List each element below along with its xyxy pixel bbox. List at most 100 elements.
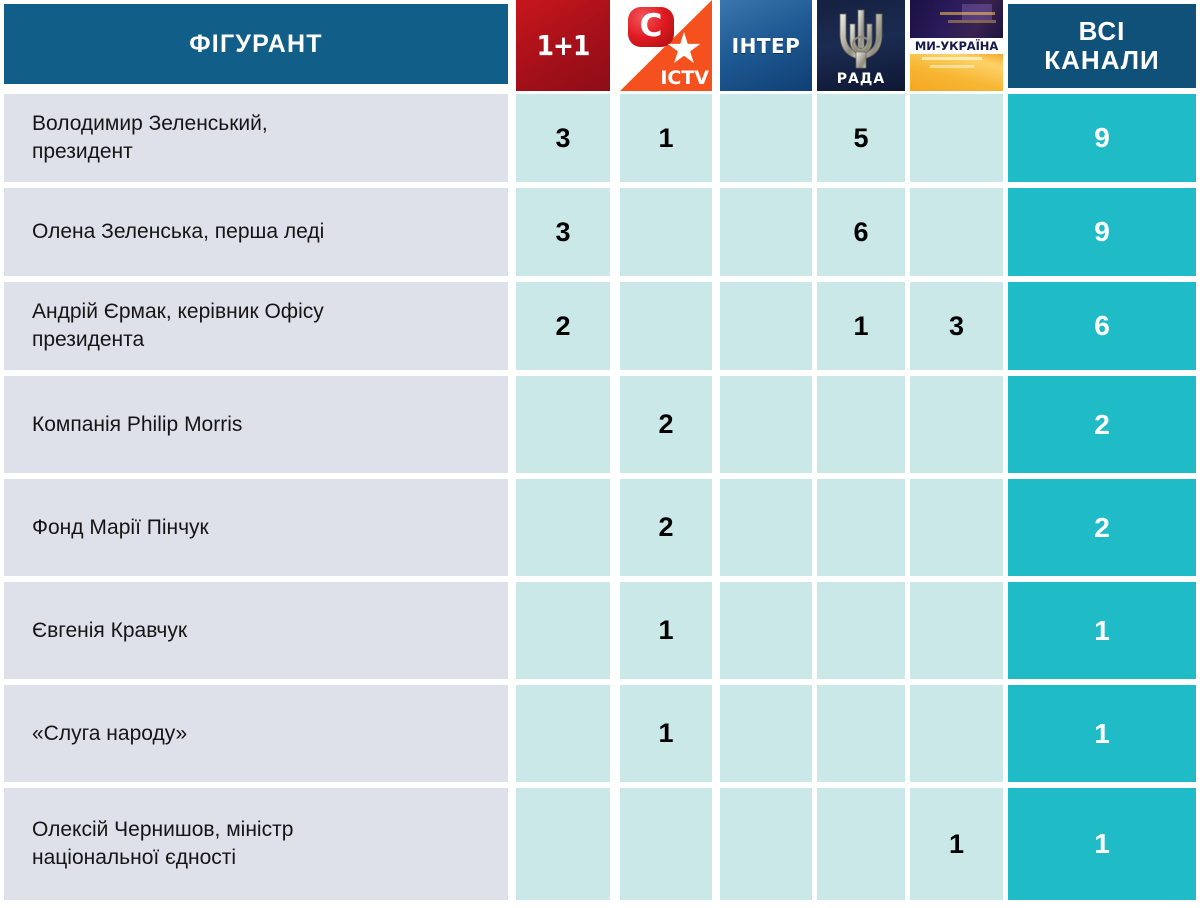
cell-value: 1: [1094, 828, 1110, 859]
logo-1plus1-text: 1+1: [536, 29, 591, 62]
table-row: Компанія Philip Morris 2 2: [0, 376, 1200, 473]
cell-value: 1: [853, 310, 869, 341]
cell-rada: [817, 685, 905, 782]
row-label-cell: Андрій Єрмак, керівник Офісу президента: [4, 282, 508, 370]
row-label-line: Олена Зеленська, перша леді: [32, 220, 325, 244]
cell-value: 3: [948, 310, 965, 341]
row-label-line: Андрій Єрмак, керівник Офісу: [32, 300, 324, 324]
cell-ictv: [620, 188, 712, 276]
cell-total: 2: [1008, 376, 1196, 473]
cell-ictv: [620, 282, 712, 370]
cell-inter: [720, 282, 812, 370]
row-label-cell: Компанія Philip Morris: [4, 376, 508, 473]
cell-inter: [720, 582, 812, 679]
row-label-line: Євгенія Кравчук: [32, 618, 188, 642]
cell-value: 9: [1094, 216, 1110, 247]
table-row: Олексій Чернишов, міністр національної є…: [0, 788, 1200, 900]
cell-rada: [817, 582, 905, 679]
cell-value: 1: [658, 615, 674, 645]
header-all-channels-line2: КАНАЛИ: [1044, 45, 1160, 75]
ictv-red-c-mark: C: [628, 7, 674, 47]
cell-value: 5: [853, 122, 869, 153]
cell-inter: [720, 479, 812, 576]
row-label-cell: Олексій Чернишов, міністр національної є…: [4, 788, 508, 900]
channel-logo-inter: ІНТЕР: [720, 0, 812, 91]
cell-value: 3: [555, 216, 571, 247]
cell-myukraine: [910, 94, 1003, 182]
cell-value: 2: [658, 409, 674, 439]
myukraine-bottom-gradient: [910, 51, 1003, 91]
cell-ictv: 1: [620, 582, 712, 679]
cell-1plus1: [516, 376, 610, 473]
channel-logo-1plus1: 1+1: [516, 0, 610, 91]
logo-inter-text: ІНТЕР: [731, 33, 801, 58]
cell-value: 1: [1094, 614, 1110, 646]
cell-1plus1: [516, 685, 610, 782]
header-cell-all-channels: ВСІ КАНАЛИ: [1008, 4, 1196, 88]
cell-value: 9: [1094, 122, 1110, 153]
row-label-line: національної єдності: [32, 846, 237, 869]
cell-total: 9: [1008, 188, 1196, 276]
cell-1plus1: [516, 479, 610, 576]
table-row: «Слуга народу» 1 1: [0, 685, 1200, 782]
cell-rada: 6: [817, 188, 905, 276]
ictv-c-letter: C: [639, 7, 663, 44]
cell-total: 6: [1008, 282, 1196, 370]
row-label-cell: Євгенія Кравчук: [4, 582, 508, 679]
row-label-text: Олена Зеленська, перша леді: [32, 218, 324, 246]
cell-ictv: [620, 788, 712, 900]
cell-myukraine: [910, 376, 1003, 473]
cell-value: 2: [658, 512, 674, 542]
table-row: Євгенія Кравчук 1 1: [0, 582, 1200, 679]
channel-logo-rada: РАДА: [817, 0, 905, 91]
myukraine-top-gradient: [910, 0, 1003, 40]
cell-value: 1: [1094, 717, 1110, 749]
cell-value: 6: [853, 216, 869, 247]
channel-logo-ictv: C ICTV: [620, 0, 712, 91]
row-label-line: Фонд Марії Пінчук: [32, 515, 209, 539]
row-label-line: «Слуга народу»: [32, 721, 188, 745]
cell-ictv: 2: [620, 376, 712, 473]
cell-1plus1: [516, 582, 610, 679]
row-label-line: Олексій Чернишов, міністр: [32, 818, 294, 842]
logo-ictv-text: ICTV: [660, 67, 709, 89]
cell-value: 2: [1094, 408, 1110, 440]
cell-rada: [817, 376, 905, 473]
cell-myukraine: [910, 188, 1003, 276]
cell-value: 2: [555, 310, 571, 341]
myukraine-name-band: МИ-УКРАЇНА: [910, 38, 1003, 54]
cell-rada: 5: [817, 94, 905, 182]
cell-myukraine: 3: [910, 282, 1003, 370]
header-cell-figurant: ФІГУРАНТ: [4, 4, 508, 84]
cell-value: 2: [1094, 511, 1110, 543]
row-label-text: «Слуга народу»: [32, 720, 187, 748]
table-row: Фонд Марії Пінчук 2 2: [0, 479, 1200, 576]
cell-value: 6: [1094, 310, 1110, 341]
cell-value: 3: [555, 122, 571, 153]
row-label-text: Фонд Марії Пінчук: [32, 514, 209, 542]
cell-myukraine: [910, 479, 1003, 576]
row-label-cell: «Слуга народу»: [4, 685, 508, 782]
cell-ictv: 1: [620, 685, 712, 782]
cell-ictv: 1: [620, 94, 712, 182]
cell-1plus1: 3: [516, 94, 610, 182]
cell-1plus1: 2: [516, 282, 610, 370]
table-row: Володимир Зеленський, президент 3 1 5 9: [0, 94, 1200, 182]
row-label-text: Олексій Чернишов, міністр національної є…: [32, 816, 293, 871]
cell-ictv: 2: [620, 479, 712, 576]
row-label-line: президент: [32, 140, 133, 163]
row-label-text: Андрій Єрмак, керівник Офісу президента: [32, 298, 324, 353]
logo-myukraine-text: МИ-УКРАЇНА: [914, 39, 999, 53]
row-label-cell: Володимир Зеленський, президент: [4, 94, 508, 182]
cell-total: 2: [1008, 479, 1196, 576]
header-all-channels-line1: ВСІ: [1078, 16, 1126, 47]
row-label-text: Компанія Philip Morris: [32, 411, 242, 439]
cell-1plus1: 3: [516, 188, 610, 276]
cell-total: 1: [1008, 582, 1196, 679]
ukrainian-trident-icon: [839, 9, 883, 69]
table-row: Андрій Єрмак, керівник Офісу президента …: [0, 282, 1200, 370]
row-label-cell: Олена Зеленська, перша леді: [4, 188, 508, 276]
cell-inter: [720, 94, 812, 182]
row-label-line: Володимир Зеленський,: [32, 112, 268, 136]
cell-rada: [817, 479, 905, 576]
